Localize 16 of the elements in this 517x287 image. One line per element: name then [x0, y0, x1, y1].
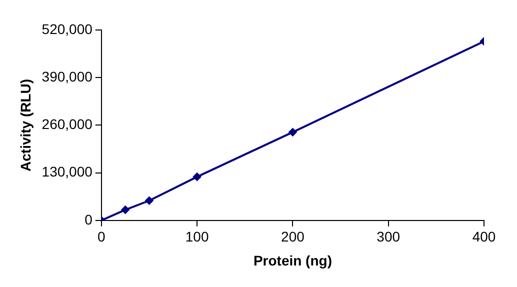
y-tick-label: 130,000: [42, 164, 93, 180]
point: [288, 128, 297, 136]
y-tick-label: 0: [84, 211, 93, 228]
point: [145, 196, 154, 205]
point: [121, 206, 130, 214]
x-tick-label: 400: [472, 228, 496, 245]
y-tick-label: 390,000: [42, 68, 93, 84]
x-tick-label: 100: [185, 228, 209, 245]
y-tick-label: 260,000: [42, 116, 93, 132]
y-axis-title: Activity (RLU): [17, 78, 34, 172]
x-tick-label: 200: [281, 228, 305, 245]
x-tick-label: 0: [98, 228, 106, 245]
y-tick-label: 520,000: [42, 20, 93, 37]
x-tick-label: 300: [376, 228, 400, 245]
x-axis-title: Protein (ng): [253, 252, 332, 268]
point: [193, 172, 202, 181]
